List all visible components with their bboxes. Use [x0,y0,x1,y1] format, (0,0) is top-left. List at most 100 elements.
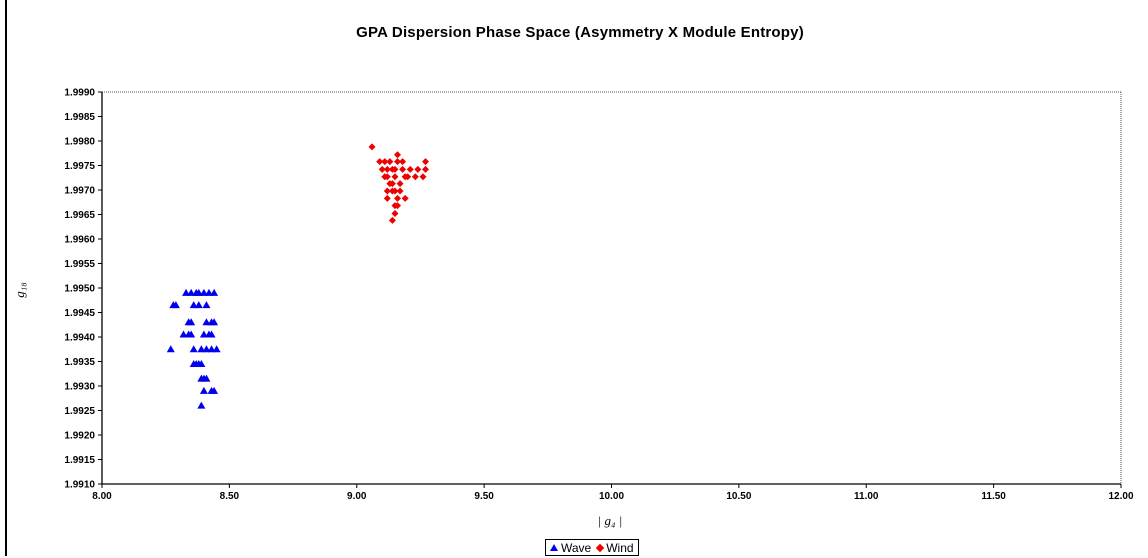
plot-area [101,91,1122,485]
wind-point [383,187,391,195]
wave-point [202,345,211,353]
wave-point [197,401,206,409]
wind-point [394,202,402,210]
legend-label-wind: Wind [606,540,634,555]
wind-point [401,194,409,202]
x-tick-label: 10.00 [599,491,624,502]
wind-point [391,173,399,181]
y-tick-label: 1.9945 [64,308,95,319]
y-tick-label: 1.9985 [64,112,95,123]
x-tick-label: 11.00 [854,491,879,502]
wave-point [187,330,196,338]
wind-point [388,216,396,224]
x-tick-label: 8.00 [92,491,112,502]
y-tick-label: 1.9980 [64,137,95,148]
wind-point [396,187,404,195]
y-tick-label: 1.9920 [64,431,95,442]
x-tick-label: 12.00 [1108,491,1133,502]
wind-point [422,158,430,166]
wave-point [166,345,175,353]
wave-point [202,301,211,309]
x-tick-label: 11.50 [981,491,1006,502]
x-tick-label: 10.50 [726,491,751,502]
y-tick-label: 1.9935 [64,357,95,368]
triangle-marker-icon [550,544,558,551]
wave-point [199,386,208,394]
wave-point [202,374,211,382]
y-tick-label: 1.9915 [64,455,95,466]
chart-title: GPA Dispersion Phase Space (Asymmetry X … [356,24,804,41]
x-tick-label: 8.50 [220,491,240,502]
wave-point [199,330,208,338]
y-tick-label: 1.9965 [64,210,95,221]
y-tick-label: 1.9910 [64,480,95,491]
wave-point [189,301,198,309]
wind-point [391,210,399,218]
y-tick-label: 1.9990 [64,88,95,99]
y-tick-label: 1.9970 [64,186,95,197]
x-tick-label: 9.00 [347,491,367,502]
wave-point [182,288,191,296]
wave-point [202,318,211,326]
wave-point [187,318,196,326]
wave-point [204,288,213,296]
y-tick-label: 1.9940 [64,333,95,344]
wind-point [399,165,407,173]
y-tick-label: 1.9925 [64,406,95,417]
wave-point [210,318,219,326]
wave-point [194,301,203,309]
data-points [166,143,430,409]
wind-point [383,173,391,181]
wind-point [394,151,402,159]
x-tick-label: 9.50 [474,491,494,502]
wind-point [376,158,384,166]
y-tick-label: 1.9930 [64,382,95,393]
wave-point [179,330,188,338]
wind-point [388,180,396,188]
wave-point [207,330,216,338]
wind-point [399,158,407,166]
wind-point [381,158,389,166]
wind-point [406,165,414,173]
wind-point [414,165,422,173]
wind-point [394,158,402,166]
wind-point [386,158,394,166]
wind-point [383,194,391,202]
legend: Wave Wind [545,539,639,556]
wave-point [207,345,216,353]
y-tick-labels: 1.9910 1.9915 1.9920 1.9925 1.9930 1.9935 1.99… [64,88,102,491]
y-tick-label: 1.9955 [64,259,95,270]
legend-item-wave: Wave [550,541,591,555]
y-tick-label: 1.9975 [64,161,95,172]
wave-point [189,345,198,353]
wave-point [187,288,196,296]
series-wind [368,143,430,224]
chart-frame [5,0,1146,556]
wind-point [422,165,430,173]
y-axis-label: g₁₈ [12,282,27,298]
wind-point [419,173,427,181]
wave-point [199,288,208,296]
wave-point [194,288,203,296]
wave-point [212,345,221,353]
wind-point [411,173,419,181]
series-wave [166,288,221,409]
wind-point [368,143,376,151]
wave-point [210,288,219,296]
wave-point [197,345,206,353]
y-tick-label: 1.9960 [64,235,95,246]
x-axis-label: | g₄ | [598,513,623,528]
wave-point [197,359,206,367]
wave-point [171,301,180,309]
wind-point [383,165,391,173]
wind-point [396,180,404,188]
legend-label-wave: Wave [561,540,592,555]
x-tick-labels: 8.00 8.50 9.00 9.50 10.00 10.50 11.00 11.50 12.0… [92,484,1134,502]
y-tick-label: 1.9950 [64,284,95,295]
wind-point [378,165,386,173]
wave-point [210,386,219,394]
wind-point [391,187,399,195]
wind-point [404,173,412,181]
wind-point [391,165,399,173]
